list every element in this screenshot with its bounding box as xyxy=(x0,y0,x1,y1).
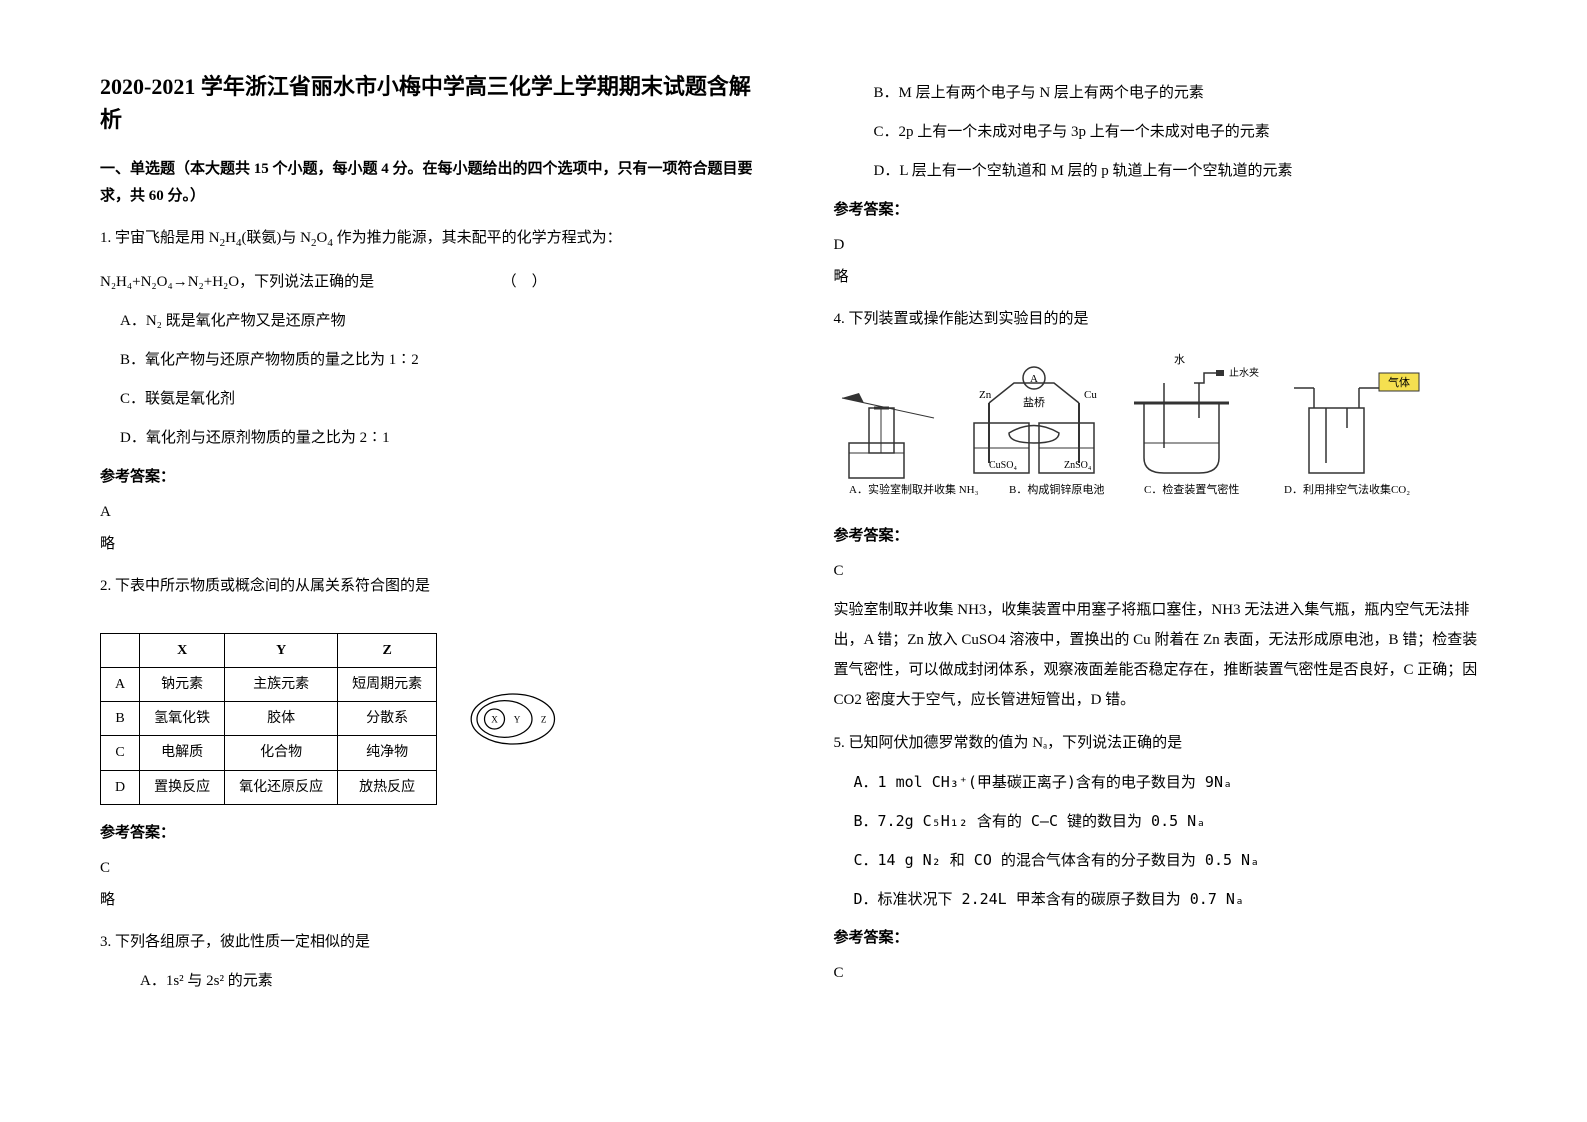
table-row: D 置换反应 氧化还原反应 放热反应 xyxy=(101,770,437,804)
q1-option-a: A．N₂ 既是氧化产物又是还原产物 xyxy=(120,308,754,335)
q3-option-c: C．2p 上有一个未成对电子与 3p 上有一个未成对电子的元素 xyxy=(874,119,1488,146)
svg-text:A: A xyxy=(1030,373,1038,385)
diagram-a-caption: A．实验室制取并收集 NH₃ xyxy=(849,482,979,496)
svg-text:Cu: Cu xyxy=(1084,389,1097,401)
diagram-d-caption: D．利用排空气法收集CO₂ xyxy=(1284,482,1410,496)
q3-answer: D xyxy=(834,232,1488,259)
table-cell: C xyxy=(101,736,140,770)
q2-answer-note: 略 xyxy=(100,887,754,914)
table-row: X Y Z xyxy=(101,633,437,667)
q5-option-b: B．7.2g C₅H₁₂ 含有的 C—C 键的数目为 0.5 Nₐ xyxy=(854,808,1488,835)
table-row: A 钠元素 主族元素 短周期元素 xyxy=(101,667,437,701)
table-cell: Y xyxy=(225,633,338,667)
q5-option-d: D．标准状况下 2.24L 甲苯含有的碳原子数目为 0.7 Nₐ xyxy=(854,886,1488,913)
table-cell: 分散系 xyxy=(338,702,437,736)
diagram-b: A 盐桥 Zn Cu CuSO₄ ZnSO₄ xyxy=(974,367,1097,473)
q1-option-c: C．联氨是氧化剂 xyxy=(120,386,754,413)
diagram-b-caption: B．构成铜锌原电池 xyxy=(1009,482,1104,496)
table-row: B 氢氧化铁 胶体 分散系 xyxy=(101,702,437,736)
question-5: 5. 已知阿伏加德罗常数的值为 Nₐ，下列说法正确的是 xyxy=(834,730,1488,757)
table-row: C 电解质 化合物 纯净物 xyxy=(101,736,437,770)
q4-diagram-row: A 盐桥 Zn Cu CuSO₄ ZnSO₄ 水 xyxy=(834,348,1488,508)
right-column: B．M 层上有两个电子与 N 层上有两个电子的元素 C．2p 上有一个未成对电子… xyxy=(834,70,1488,1007)
q2-table-wrap: X Y Z A 钠元素 主族元素 短周期元素 B 氢氧化铁 胶体 分散系 xyxy=(100,633,754,805)
svg-text:止水夹: 止水夹 xyxy=(1229,366,1259,379)
diagram-a xyxy=(842,393,934,478)
table-cell: 钠元素 xyxy=(140,667,225,701)
svg-text:Zn: Zn xyxy=(979,389,992,401)
table-cell: B xyxy=(101,702,140,736)
q1-equation: N₂H₄+N₂O₄→N₂+H₂O，下列说法正确的是 （ ） xyxy=(100,269,754,296)
table-cell: 纯净物 xyxy=(338,736,437,770)
q1-option-b: B．氧化产物与还原产物物质的量之比为 1∶2 xyxy=(120,347,754,374)
exam-title: 2020-2021 学年浙江省丽水市小梅中学高三化学上学期期末试题含解析 xyxy=(100,70,754,136)
table-cell: 主族元素 xyxy=(225,667,338,701)
q2-answer: C xyxy=(100,855,754,882)
q1-answer-note: 略 xyxy=(100,531,754,558)
q3-option-b: B．M 层上有两个电子与 N 层上有两个电子的元素 xyxy=(874,80,1488,107)
q5-answer: C xyxy=(834,960,1488,987)
svg-text:气体: 气体 xyxy=(1388,375,1410,389)
svg-text:ZnSO₄: ZnSO₄ xyxy=(1064,460,1092,471)
q5-answer-label: 参考答案： xyxy=(834,925,1488,952)
q5-option-a: A．1 mol CH₃⁺(甲基碳正离子)含有的电子数目为 9Nₐ xyxy=(854,769,1488,796)
q4-answer: C xyxy=(834,558,1488,585)
question-4: 4. 下列装置或操作能达到实验目的的是 xyxy=(834,306,1488,333)
left-column: 2020-2021 学年浙江省丽水市小梅中学高三化学上学期期末试题含解析 一、单… xyxy=(100,70,754,1007)
q2-answer-label: 参考答案： xyxy=(100,820,754,847)
venn-x-label: X xyxy=(491,714,498,724)
q5-option-c: C．14 g N₂ 和 CO 的混合气体含有的分子数目为 0.5 Nₐ xyxy=(854,847,1488,874)
q1-answer-label: 参考答案： xyxy=(100,464,754,491)
svg-text:盐桥: 盐桥 xyxy=(1023,396,1045,409)
svg-text:CuSO₄: CuSO₄ xyxy=(989,460,1017,471)
q4-explanation: 实验室制取并收集 NH3，收集装置中用塞子将瓶口塞住，NH3 无法进入集气瓶，瓶… xyxy=(834,595,1488,715)
q1-option-d: D．氧化剂与还原剂物质的量之比为 2∶1 xyxy=(120,425,754,452)
q1-answer: A xyxy=(100,499,754,526)
venn-diagram-icon: X Y Z xyxy=(467,689,567,749)
table-cell: 置换反应 xyxy=(140,770,225,804)
venn-z-label: Z xyxy=(541,714,547,724)
table-cell: 化合物 xyxy=(225,736,338,770)
table-cell: D xyxy=(101,770,140,804)
table-cell: 短周期元素 xyxy=(338,667,437,701)
venn-y-label: Y xyxy=(514,714,521,724)
diagram-c: 水 止水夹 xyxy=(1134,353,1259,473)
table-cell: A xyxy=(101,667,140,701)
table-cell: Z xyxy=(338,633,437,667)
q3-answer-note: 略 xyxy=(834,264,1488,291)
question-2: 2. 下表中所示物质或概念间的从属关系符合图的是 xyxy=(100,573,754,600)
q4-answer-label: 参考答案： xyxy=(834,523,1488,550)
q3-option-d: D．L 层上有一个空轨道和 M 层的 p 轨道上有一个空轨道的元素 xyxy=(874,158,1488,185)
q1-stem: 1. 宇宙飞船是用 N2H4(联氨)与 N2O4 作为推力能源，其未配平的化学方… xyxy=(100,230,622,246)
table-cell: 氢氧化铁 xyxy=(140,702,225,736)
q2-table: X Y Z A 钠元素 主族元素 短周期元素 B 氢氧化铁 胶体 分散系 xyxy=(100,633,437,805)
table-cell xyxy=(101,633,140,667)
diagram-c-caption: C．检查装置气密性 xyxy=(1144,482,1239,496)
experiment-diagrams-icon: A 盐桥 Zn Cu CuSO₄ ZnSO₄ 水 xyxy=(834,348,1434,498)
question-3: 3. 下列各组原子，彼此性质一定相似的是 xyxy=(100,929,754,956)
diagram-d: 气体 xyxy=(1294,373,1419,473)
svg-text:水: 水 xyxy=(1174,353,1185,366)
table-cell: 氧化还原反应 xyxy=(225,770,338,804)
q3-answer-label: 参考答案： xyxy=(834,197,1488,224)
section-1-header: 一、单选题（本大题共 15 个小题，每小题 4 分。在每小题给出的四个选项中，只… xyxy=(100,156,754,210)
q3-option-a: A．1s² 与 2s² 的元素 xyxy=(140,968,754,995)
table-cell: 胶体 xyxy=(225,702,338,736)
table-cell: 电解质 xyxy=(140,736,225,770)
table-cell: 放热反应 xyxy=(338,770,437,804)
question-1: 1. 宇宙飞船是用 N2H4(联氨)与 N2O4 作为推力能源，其未配平的化学方… xyxy=(100,225,754,254)
table-cell: X xyxy=(140,633,225,667)
